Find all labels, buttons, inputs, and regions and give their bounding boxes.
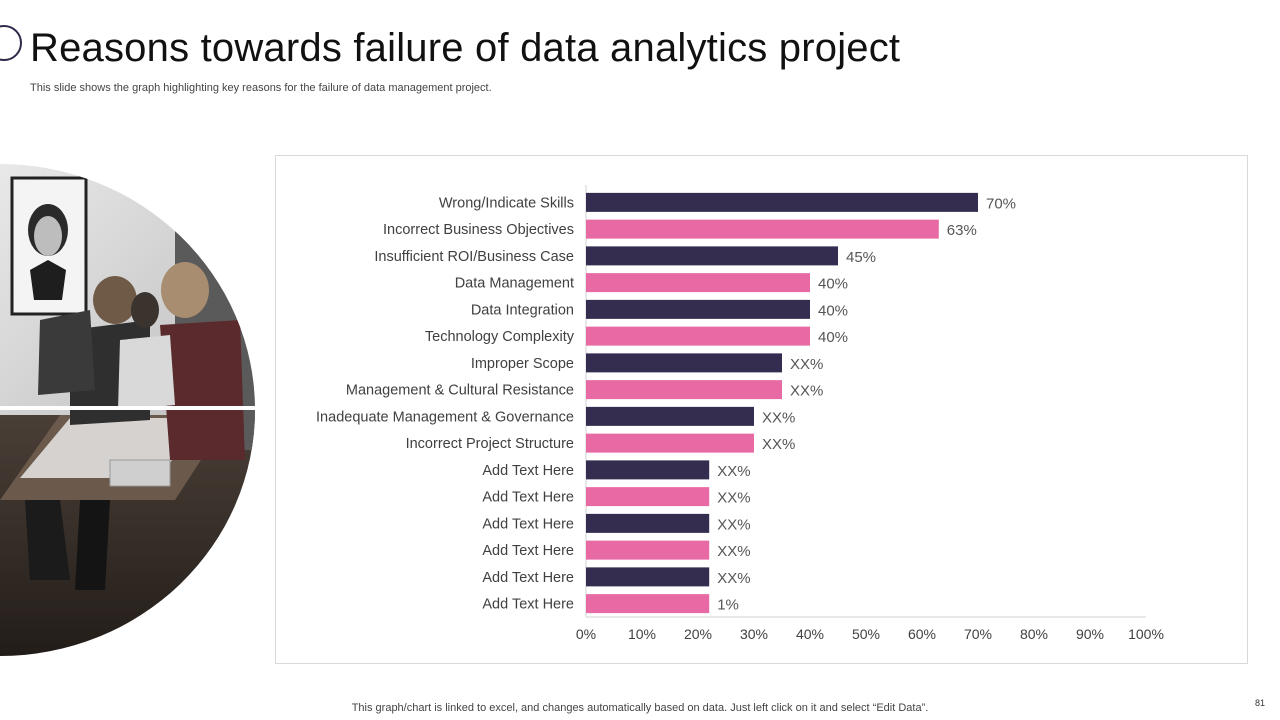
category-label: Data Management (455, 276, 574, 292)
data-label: XX% (717, 490, 750, 507)
data-label: XX% (717, 516, 750, 533)
bar (586, 192, 978, 212)
team-meeting-photo (0, 160, 260, 660)
category-label: Add Text Here (482, 597, 574, 613)
bar (586, 594, 710, 614)
category-label: Add Text Here (482, 463, 574, 479)
title-ring-decoration (0, 25, 22, 61)
x-tick-label: 80% (1020, 626, 1048, 642)
data-label: 40% (818, 276, 848, 293)
bar (586, 433, 754, 453)
category-label: Add Text Here (482, 490, 574, 506)
category-label: Inadequate Management & Governance (316, 409, 574, 425)
page-title: Reasons towards failure of data analytic… (30, 26, 901, 70)
footer-note: This graph/chart is linked to excel, and… (351, 702, 929, 714)
category-label: Wrong/Indicate Skills (439, 195, 574, 211)
data-label: 1% (717, 597, 739, 614)
x-tick-label: 60% (908, 626, 936, 642)
x-tick-label: 100% (1128, 626, 1164, 642)
bar (586, 567, 710, 587)
data-label: XX% (762, 436, 795, 453)
data-label: XX% (762, 409, 795, 426)
category-label: Incorrect Project Structure (406, 436, 574, 452)
bar-chart-panel: Wrong/Indicate Skills 70% Incorrect Busine… (275, 155, 1248, 664)
bar (586, 326, 810, 346)
x-tick-label: 30% (740, 626, 768, 642)
page-subtitle: This slide shows the graph highlighting … (30, 82, 492, 94)
bar (586, 460, 710, 480)
bar (586, 487, 710, 507)
bar (586, 513, 710, 533)
bar (586, 406, 754, 426)
data-label: 40% (818, 302, 848, 319)
bar (586, 273, 810, 293)
category-label: Add Text Here (482, 570, 574, 586)
data-label: XX% (790, 356, 823, 373)
data-label: XX% (717, 463, 750, 480)
x-tick-label: 70% (964, 626, 992, 642)
x-tick-label: 0% (576, 626, 596, 642)
category-label: Data Integration (471, 302, 574, 318)
category-label: Management & Cultural Resistance (346, 383, 574, 399)
bar (586, 219, 939, 239)
horizontal-bar-chart: Wrong/Indicate Skills 70% Incorrect Busine… (316, 185, 1164, 642)
data-label: XX% (790, 383, 823, 400)
x-tick-label: 40% (796, 626, 824, 642)
bar (586, 353, 782, 373)
category-label: Insufficient ROI/Business Case (374, 249, 574, 265)
x-tick-label: 20% (684, 626, 712, 642)
category-label: Add Text Here (482, 543, 574, 559)
page-number: 81 (1254, 698, 1265, 708)
x-tick-label: 90% (1076, 626, 1104, 642)
category-label: Technology Complexity (425, 329, 575, 345)
data-label: XX% (717, 570, 750, 587)
bar (586, 540, 710, 560)
category-label: Improper Scope (471, 356, 574, 372)
bar (586, 246, 838, 266)
x-tick-label: 10% (628, 626, 656, 642)
data-label: 70% (986, 195, 1016, 212)
bar (586, 380, 782, 400)
category-label: Add Text Here (482, 516, 574, 532)
data-label: 63% (947, 222, 977, 239)
data-label: XX% (717, 543, 750, 560)
x-tick-label: 50% (852, 626, 880, 642)
data-label: 40% (818, 329, 848, 346)
category-label: Incorrect Business Objectives (383, 222, 574, 238)
data-label: 45% (846, 249, 876, 266)
bar (586, 299, 810, 319)
